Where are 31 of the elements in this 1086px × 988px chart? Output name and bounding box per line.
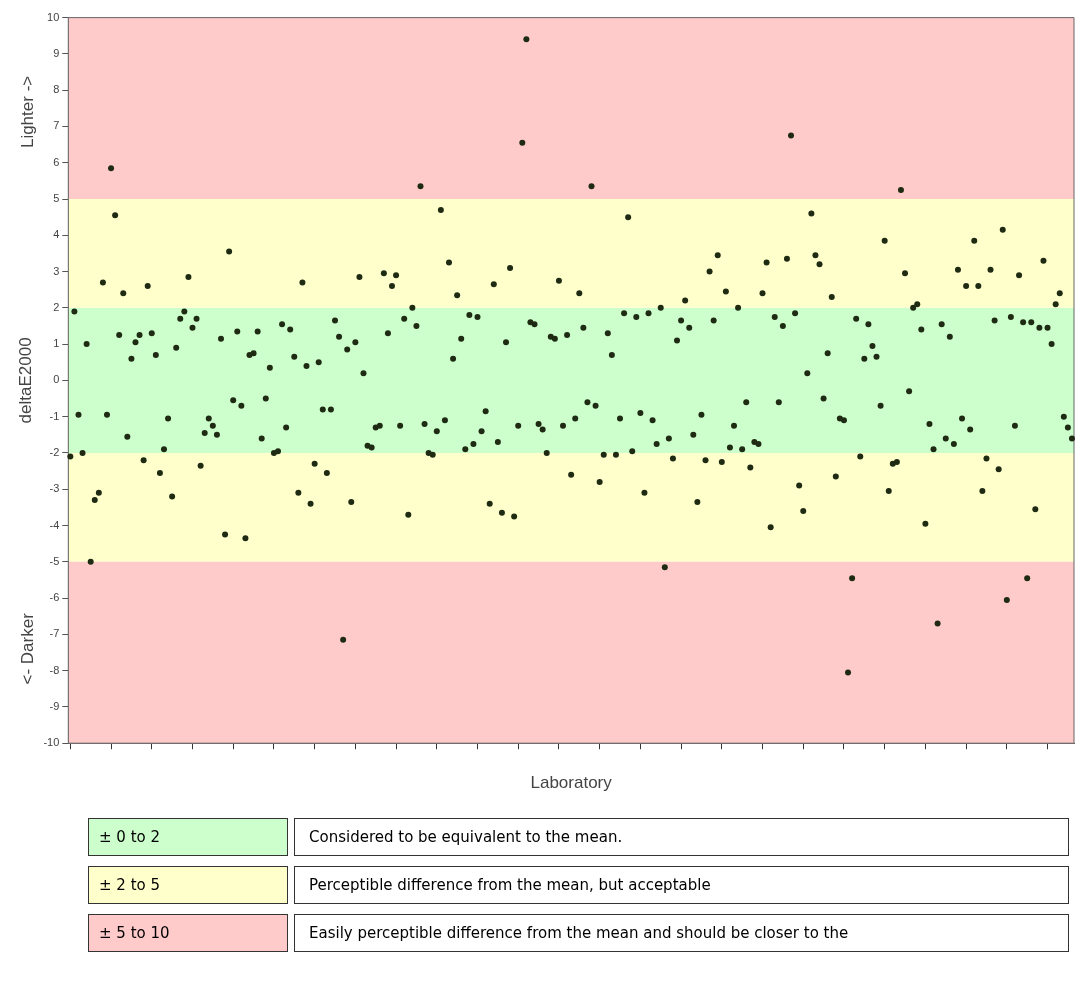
y-tick-label: -9 <box>49 699 60 712</box>
text: Perceptible difference from the mean, but acceptable <box>294 866 1069 904</box>
y-tick-label: 0 <box>53 373 60 386</box>
y-tick-label: -3 <box>49 482 60 495</box>
text: ± 0 to 2 <box>88 818 288 856</box>
y-tick-label: -4 <box>49 518 60 531</box>
text: <- Darker <box>17 612 37 685</box>
y-tick-label: -5 <box>49 554 60 567</box>
text: Considered to be equivalent to the mean. <box>294 818 1069 856</box>
text: Easily perceptible difference from the mean and should be closer to the <box>294 914 1069 952</box>
y-tick-label: 4 <box>53 228 60 241</box>
y-tick-label: 5 <box>53 192 60 205</box>
text: ± 5 to 10 <box>88 914 288 952</box>
y-tick-label: 1 <box>53 337 60 350</box>
x-axis-title: Laboratory <box>530 773 613 793</box>
y-tick-label: -1 <box>49 409 60 422</box>
y-tick-label: -7 <box>49 627 60 640</box>
y-tick-label: 2 <box>53 300 60 313</box>
y-tick-label: 7 <box>53 119 60 132</box>
text: Lighter -> <box>17 75 37 149</box>
y-tick-label: 9 <box>53 46 60 59</box>
y-tick-label: 6 <box>53 155 60 168</box>
y-tick-label: 8 <box>53 83 60 96</box>
y-tick-label: 3 <box>53 264 60 277</box>
y-tick-label: -2 <box>49 445 60 458</box>
y-axis-title: deltaE2000 <box>15 337 35 424</box>
y-tick-label: -10 <box>43 736 60 749</box>
y-tick-label: -6 <box>49 591 60 604</box>
y-tick-label: 10 <box>47 10 60 23</box>
y-tick-label: -8 <box>49 663 60 676</box>
text: ± 2 to 5 <box>88 866 288 904</box>
